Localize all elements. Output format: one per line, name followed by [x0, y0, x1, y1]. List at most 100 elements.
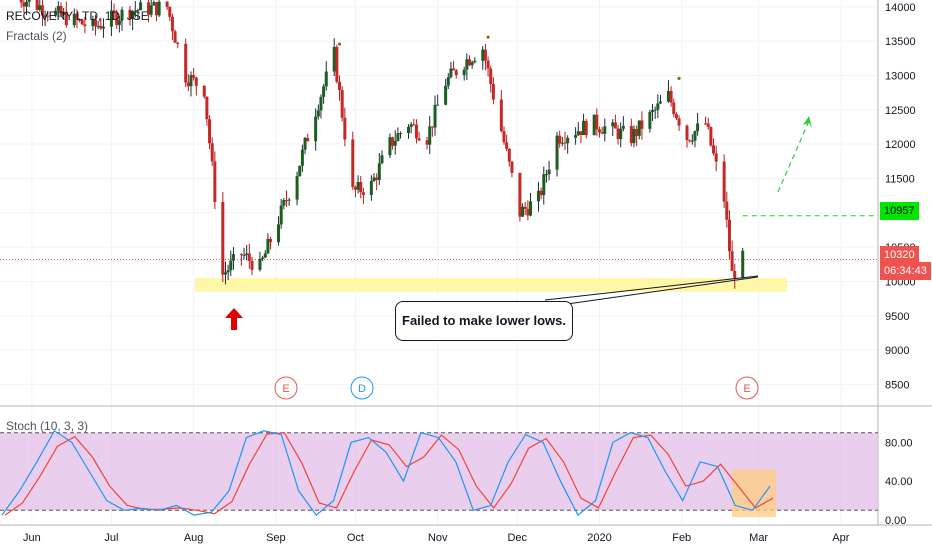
- candle-body: [186, 82, 190, 87]
- candle-body: [452, 68, 456, 71]
- candle-body: [91, 19, 95, 27]
- callout-box: Failed to make lower lows.: [395, 301, 573, 341]
- event-marker-label: E: [282, 383, 289, 395]
- candle-body: [78, 19, 82, 21]
- x-tick-label: Apr: [832, 532, 849, 544]
- candle-body: [194, 77, 198, 86]
- candle-body: [425, 140, 429, 145]
- candle-body: [258, 258, 262, 270]
- candle-body: [372, 177, 376, 181]
- candle-body: [666, 90, 670, 102]
- x-tick-label: Feb: [672, 532, 691, 544]
- countdown-tag: 06:34:43: [880, 262, 931, 280]
- candle-body: [184, 43, 188, 83]
- candle-body: [96, 25, 100, 27]
- candle-body: [566, 137, 570, 144]
- candle-body: [223, 272, 227, 275]
- candle-body: [685, 125, 689, 141]
- candle-body: [335, 46, 339, 82]
- candle-body: [597, 129, 601, 133]
- x-tick-label: Jun: [23, 532, 41, 544]
- candle-body: [213, 161, 217, 202]
- event-marker-label: E: [743, 383, 750, 395]
- candle-body: [693, 131, 697, 141]
- x-tick-label: Jul: [104, 532, 118, 544]
- candle-body: [168, 6, 172, 17]
- candle-body: [446, 77, 450, 86]
- chart-title: RECOVERY LTD, 1D, JSE: [6, 9, 149, 23]
- candle-body: [117, 20, 121, 25]
- candle-body: [54, 10, 58, 16]
- candle-body: [322, 86, 326, 97]
- stoch-legend: Stoch (10, 3, 3): [6, 419, 89, 433]
- candle-body: [648, 112, 652, 129]
- fractals-legend: Fractals (2): [6, 29, 67, 43]
- candle-body: [449, 68, 453, 78]
- candle-body: [226, 270, 230, 273]
- candle-body: [131, 11, 135, 20]
- candle-body: [189, 75, 193, 87]
- candle-body: [709, 127, 713, 146]
- candle-body: [576, 131, 580, 136]
- candle-body: [536, 190, 540, 202]
- candle-body: [62, 11, 66, 15]
- candle-body: [266, 238, 270, 254]
- y-tick-label: 8500: [885, 379, 909, 391]
- candle-body: [170, 16, 174, 32]
- candle-body: [279, 205, 283, 225]
- candle-body: [242, 254, 246, 256]
- candle-body: [714, 153, 718, 162]
- candle-body: [72, 13, 76, 26]
- support-zone: [195, 278, 787, 292]
- y-tick-label: 9000: [885, 345, 909, 357]
- candle-body: [489, 68, 493, 84]
- fractal-marker: [337, 42, 342, 46]
- candle-body: [462, 69, 466, 76]
- stoch-k-line: [1, 429, 771, 517]
- candle-body: [547, 169, 551, 175]
- candle-body: [428, 126, 432, 145]
- candle-body: [149, 5, 153, 15]
- x-tick-label: Sep: [266, 532, 286, 544]
- candle-body: [672, 102, 676, 115]
- candle-body: [25, 1, 29, 7]
- candle-body: [584, 120, 588, 136]
- candle-body: [611, 122, 615, 127]
- candle-body: [468, 59, 472, 66]
- candle-body: [208, 119, 212, 144]
- candle-body: [544, 174, 548, 176]
- candle-body: [247, 253, 251, 261]
- candle-body: [619, 128, 623, 139]
- candle-body: [155, 2, 159, 16]
- candle-body: [725, 201, 729, 220]
- candle-body: [486, 60, 490, 69]
- y-tick-label: 13500: [885, 36, 916, 48]
- candle-body: [231, 254, 235, 261]
- candle-body: [287, 199, 291, 201]
- event-marker: [735, 376, 759, 400]
- candle-body: [152, 2, 156, 6]
- candle-body: [640, 120, 644, 129]
- y-tick-label: 12500: [885, 105, 916, 117]
- candle-body: [574, 135, 578, 138]
- candle-body: [470, 62, 474, 66]
- candle-body: [173, 31, 177, 43]
- candle-body: [674, 114, 678, 119]
- candle-body: [83, 24, 87, 27]
- candle-body: [600, 132, 604, 134]
- x-tick-label: Aug: [184, 532, 204, 544]
- y-tick-label: 12000: [885, 139, 916, 151]
- callout-pointer: [559, 276, 759, 306]
- candle-body: [353, 187, 357, 190]
- candle-body: [653, 109, 657, 111]
- candle-body: [396, 133, 400, 142]
- y-tick-label: 11500: [885, 173, 915, 185]
- candle-body: [651, 110, 655, 113]
- event-marker-label: D: [358, 383, 366, 395]
- candle-body: [539, 190, 543, 196]
- candle-body: [733, 270, 737, 279]
- candle-body: [56, 6, 60, 11]
- candle-body: [221, 201, 225, 275]
- candle-body: [27, 0, 31, 2]
